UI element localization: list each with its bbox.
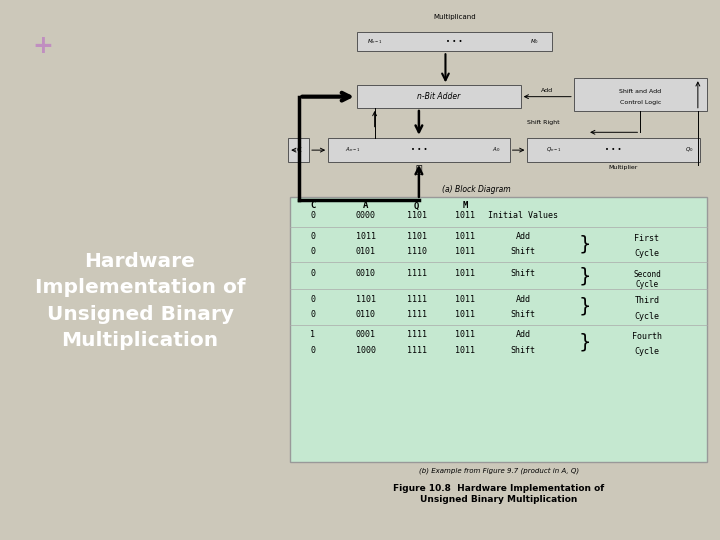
- Text: 1101: 1101: [356, 295, 376, 304]
- Text: Control Logic: Control Logic: [620, 99, 661, 105]
- Text: 1011: 1011: [455, 247, 475, 256]
- Text: 1011: 1011: [356, 232, 376, 241]
- Text: 1111: 1111: [407, 310, 427, 319]
- Text: Unsigned Binary Multiplication: Unsigned Binary Multiplication: [420, 495, 577, 504]
- Text: • • •: • • •: [606, 147, 622, 153]
- Text: • • •: • • •: [446, 39, 462, 45]
- Text: Cycle: Cycle: [634, 249, 660, 258]
- Text: 1111: 1111: [407, 269, 427, 278]
- Polygon shape: [574, 78, 707, 111]
- Text: Hardware
Implementation of
Unsigned Binary
Multiplication: Hardware Implementation of Unsigned Bina…: [35, 252, 246, 350]
- Text: C: C: [310, 201, 315, 211]
- Text: 0: 0: [310, 346, 315, 355]
- Text: }: }: [579, 332, 591, 352]
- Polygon shape: [328, 138, 510, 162]
- Text: Shift Right: Shift Right: [526, 120, 559, 125]
- Text: }: }: [579, 296, 591, 316]
- Text: ⌣: ⌣: [415, 165, 422, 175]
- Text: 1011: 1011: [455, 346, 475, 355]
- Text: 0: 0: [310, 247, 315, 256]
- Text: 1011: 1011: [455, 295, 475, 304]
- Polygon shape: [290, 197, 707, 462]
- Text: 1011: 1011: [455, 310, 475, 319]
- Text: 1011: 1011: [455, 269, 475, 278]
- Polygon shape: [527, 138, 700, 162]
- Text: 1011: 1011: [455, 330, 475, 340]
- Text: 0: 0: [310, 269, 315, 278]
- Text: • • •: • • •: [410, 147, 427, 153]
- Text: Add: Add: [516, 232, 531, 241]
- Text: Initial Values: Initial Values: [488, 211, 558, 220]
- Polygon shape: [288, 138, 309, 162]
- Text: 1110: 1110: [407, 247, 427, 256]
- Text: Figure 10.8  Hardware Implementation of: Figure 10.8 Hardware Implementation of: [393, 484, 604, 494]
- Text: Cycle: Cycle: [635, 280, 659, 289]
- Text: 0010: 0010: [356, 269, 376, 278]
- Text: M: M: [463, 201, 468, 211]
- Text: Add: Add: [541, 88, 554, 93]
- Text: 1011: 1011: [455, 232, 475, 241]
- Text: Add: Add: [516, 295, 531, 304]
- Text: $M_0$: $M_0$: [529, 37, 539, 46]
- Text: 0: 0: [310, 310, 315, 319]
- Text: Cycle: Cycle: [634, 347, 660, 356]
- Text: 0: 0: [310, 295, 315, 304]
- Text: Shift: Shift: [510, 247, 536, 256]
- Text: 0110: 0110: [356, 310, 376, 319]
- Text: Second: Second: [633, 270, 661, 279]
- Text: $A_0$: $A_0$: [492, 145, 500, 154]
- Text: C: C: [297, 147, 301, 153]
- Text: 0000: 0000: [356, 211, 376, 220]
- Text: +: +: [32, 34, 53, 58]
- Text: 1: 1: [310, 330, 315, 340]
- Text: $A_{n-1}$: $A_{n-1}$: [345, 145, 360, 154]
- Text: 0: 0: [310, 211, 315, 220]
- Text: n-Bit Adder: n-Bit Adder: [417, 92, 461, 101]
- Text: Fourth: Fourth: [632, 332, 662, 341]
- Text: 1101: 1101: [407, 211, 427, 220]
- Text: 1111: 1111: [407, 330, 427, 340]
- Text: 0101: 0101: [356, 247, 376, 256]
- Text: Multiplier: Multiplier: [608, 165, 637, 170]
- Text: Add: Add: [516, 330, 531, 340]
- Text: 1000: 1000: [356, 346, 376, 355]
- Text: A: A: [363, 201, 369, 211]
- Text: Third: Third: [634, 296, 660, 306]
- Text: 0: 0: [310, 232, 315, 241]
- Text: (a) Block Diagram: (a) Block Diagram: [442, 185, 510, 194]
- Text: $M_{n-1}$: $M_{n-1}$: [366, 37, 382, 46]
- Polygon shape: [357, 85, 521, 108]
- Text: First: First: [634, 234, 660, 243]
- Text: Shift: Shift: [510, 310, 536, 319]
- Text: Shift: Shift: [510, 346, 536, 355]
- Text: 1111: 1111: [407, 346, 427, 355]
- Text: Q: Q: [414, 201, 419, 211]
- Text: 0001: 0001: [356, 330, 376, 340]
- Polygon shape: [357, 32, 552, 51]
- Text: Shift and Add: Shift and Add: [619, 89, 662, 94]
- Text: }: }: [579, 267, 591, 286]
- Text: Cycle: Cycle: [634, 312, 660, 321]
- Text: }: }: [579, 234, 591, 253]
- Text: 1011: 1011: [455, 211, 475, 220]
- Text: Shift: Shift: [510, 269, 536, 278]
- Text: 1101: 1101: [407, 232, 427, 241]
- Text: $Q_{n-1}$: $Q_{n-1}$: [546, 145, 562, 154]
- Text: (b) Example from Figure 9.7 (product in A, Q): (b) Example from Figure 9.7 (product in …: [418, 467, 579, 474]
- Text: Multiplicand: Multiplicand: [433, 14, 476, 19]
- Text: 1111: 1111: [407, 295, 427, 304]
- Text: $Q_0$: $Q_0$: [685, 145, 693, 154]
